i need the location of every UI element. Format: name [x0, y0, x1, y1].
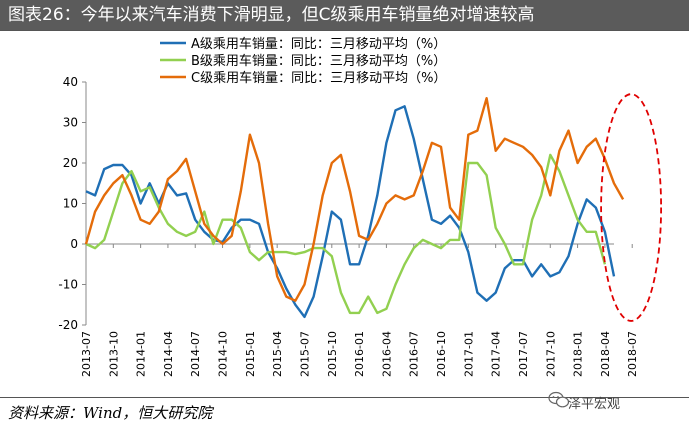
y-tick-label: 40: [63, 75, 78, 89]
x-tick-label: 2016-07: [408, 331, 421, 377]
wechat-icon: [548, 391, 570, 408]
series-lines: [84, 96, 625, 319]
y-tick-label: -20: [58, 318, 78, 332]
axes: -20 -10 0 10 20 30 40 2013-07 2013-10 2014-01 2014…: [58, 75, 639, 377]
annotations: [600, 93, 663, 322]
x-tick-label: 2015-07: [298, 331, 311, 377]
legend-label: B级乘用车销量：同比：三月移动平均（%）: [191, 53, 446, 69]
x-tick-label: 2018-04: [599, 331, 612, 377]
x-tick-label: 2015-04: [271, 331, 284, 377]
x-tick-label: 2016-04: [380, 331, 393, 377]
highlight-ellipse: [600, 93, 663, 322]
watermark-text: 泽平宏观: [568, 397, 621, 412]
y-tick-label: 20: [63, 156, 78, 170]
series-line-a: [85, 105, 616, 319]
x-tick-label: 2013-07: [80, 331, 93, 377]
x-tick-label: 2014-04: [162, 331, 175, 377]
x-tick-label: 2018-07: [626, 331, 639, 377]
x-tick-label: 2014-01: [135, 331, 148, 377]
source-note: 资料来源：Wind，恒大研究院: [8, 404, 213, 422]
x-tick-label: 2014-07: [189, 331, 202, 377]
title-rule: [0, 30, 689, 31]
legend-label: A级乘用车销量：同比：三月移动平均（%）: [191, 36, 446, 52]
x-tick-label: 2016-01: [353, 331, 366, 377]
legend: A级乘用车销量：同比：三月移动平均（%）B级乘用车销量：同比：三月移动平均（%）…: [160, 36, 446, 86]
x-tick-label: 2013-10: [107, 331, 120, 377]
x-tick-label: 2015-10: [326, 331, 339, 377]
x-tick-label: 2017-10: [544, 331, 557, 377]
series-line-c: [84, 96, 625, 302]
y-tick-label: 30: [63, 116, 78, 130]
x-tick-label: 2017-07: [517, 331, 530, 377]
x-tick-label: 2017-04: [490, 331, 503, 377]
y-tick-label: 10: [63, 197, 78, 211]
x-tick-label: 2016-10: [435, 331, 448, 377]
x-tick-label: 2018-01: [572, 331, 585, 377]
series-line-b: [85, 153, 607, 315]
chart-title: 图表26：今年以来汽车消费下滑明显，但C级乘用车销量绝对增速较高: [0, 0, 689, 30]
x-tick-label: 2017-01: [462, 331, 475, 377]
line-chart: A级乘用车销量：同比：三月移动平均（%）B级乘用车销量：同比：三月移动平均（%）…: [58, 36, 663, 377]
y-tick-label: 0: [70, 237, 78, 251]
x-tick-label: 2014-10: [217, 331, 230, 377]
source-rule: [0, 397, 689, 398]
legend-label: C级乘用车销量：同比：三月移动平均（%）: [191, 70, 446, 86]
y-tick-label: -10: [58, 278, 78, 292]
x-tick-label: 2015-01: [244, 331, 257, 377]
